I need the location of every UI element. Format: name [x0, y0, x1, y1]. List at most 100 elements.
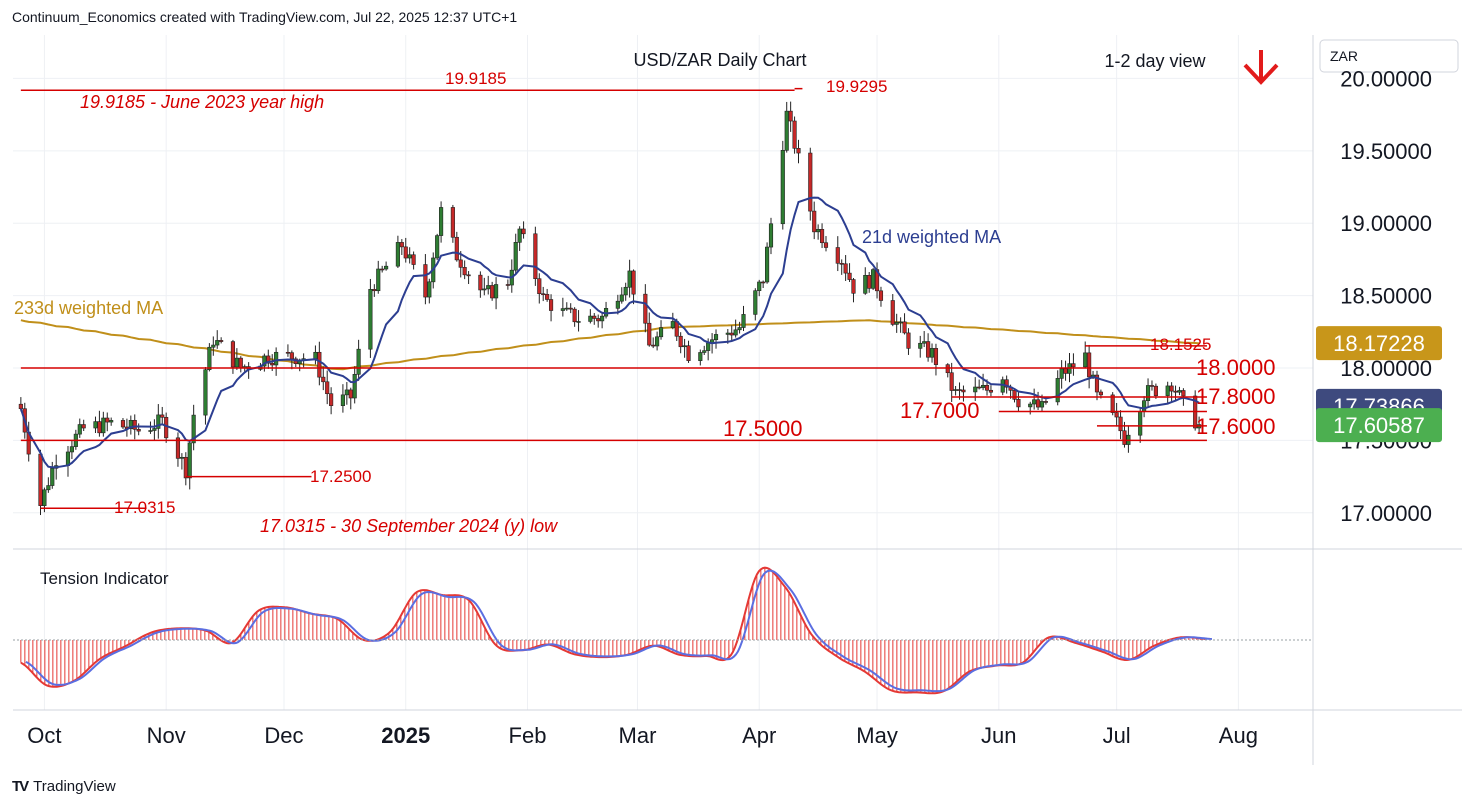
- candle-body: [395, 242, 400, 267]
- level-label: 17.8000: [1196, 384, 1276, 409]
- candle-body: [521, 228, 526, 235]
- candle-body: [792, 120, 797, 149]
- candle-body: [120, 420, 126, 428]
- candle-body: [458, 259, 463, 268]
- candle-body: [1028, 403, 1033, 408]
- candle-body: [77, 424, 82, 435]
- candle-body: [871, 269, 876, 289]
- candle-body: [486, 285, 491, 290]
- candle-body: [918, 342, 923, 349]
- annotation-text: 17.0315 - 30 September 2024 (y) low: [260, 516, 558, 536]
- candle-body: [230, 341, 236, 368]
- level-label: 17.2500: [310, 467, 371, 486]
- candle-body: [835, 247, 840, 264]
- candle-body: [686, 345, 691, 361]
- candle-body: [765, 246, 770, 283]
- candle-body: [128, 419, 133, 429]
- candle-body: [50, 468, 55, 486]
- candle-body: [490, 285, 495, 299]
- candle-body: [867, 275, 872, 289]
- currency-box: [1319, 39, 1459, 73]
- candle-body: [376, 268, 381, 292]
- candle-body: [643, 293, 648, 324]
- candle-body: [725, 332, 730, 335]
- candle-body: [592, 315, 597, 319]
- candle-body: [136, 429, 141, 432]
- candle-body: [81, 424, 86, 429]
- candle-body: [329, 393, 334, 406]
- tradingview-brand[interactable]: TV TradingView: [12, 778, 116, 795]
- candle-body: [101, 417, 106, 434]
- candle-body: [313, 351, 318, 359]
- candle-body: [757, 281, 762, 291]
- candle-body: [863, 275, 868, 294]
- candle-body: [403, 246, 408, 259]
- candle-body: [619, 294, 624, 302]
- candle-body: [380, 268, 385, 271]
- tradingview-logo-icon: TV: [12, 778, 29, 795]
- candle-body: [289, 352, 294, 360]
- level-label: 17.7000: [900, 398, 980, 423]
- candle-body: [156, 414, 161, 429]
- candle-body: [427, 281, 432, 298]
- candle-body: [651, 344, 656, 347]
- candle-body: [513, 242, 518, 271]
- x-tick-label: Aug: [1219, 723, 1258, 748]
- candle-body: [462, 267, 467, 276]
- candle-body: [105, 417, 110, 423]
- candle-body: [761, 281, 766, 284]
- candle-body: [949, 372, 954, 391]
- candle-body: [894, 322, 899, 325]
- candle-body: [1177, 390, 1182, 393]
- candle-body: [702, 350, 707, 353]
- y-tick-label: 20.00000: [1340, 66, 1432, 91]
- candle-body: [737, 327, 742, 331]
- candle-body: [1032, 399, 1037, 405]
- candle-body: [191, 414, 196, 444]
- candle-body: [1165, 385, 1170, 396]
- candle-body: [183, 456, 188, 479]
- x-tick-label: 2025: [381, 723, 430, 748]
- candle-body: [317, 351, 322, 378]
- chart-title: USD/ZAR Daily Chart: [633, 50, 806, 70]
- candle-body: [788, 110, 793, 122]
- price-badge: [1316, 326, 1442, 361]
- candle-body: [713, 334, 719, 341]
- candle-body: [175, 437, 181, 459]
- candle-body: [615, 300, 620, 309]
- candle-body: [1036, 399, 1041, 408]
- candle-body: [1173, 390, 1178, 393]
- candle-body: [1098, 391, 1103, 396]
- y-tick-label: 17.00000: [1340, 501, 1432, 526]
- candles: [18, 101, 1202, 516]
- level-label: 19.9295: [826, 77, 887, 96]
- y-tick-label: 18.50000: [1340, 284, 1432, 309]
- candle-body: [152, 428, 157, 431]
- candle-body: [1138, 411, 1143, 436]
- currency-label: ZAR: [1330, 48, 1358, 64]
- candle-body: [478, 274, 483, 291]
- level-lines: [20, 87, 1207, 509]
- candle-body: [823, 242, 829, 248]
- x-tick-label: Mar: [619, 723, 657, 748]
- tension-line-blue: [25, 569, 1212, 693]
- candle-body: [808, 152, 813, 212]
- candle-body: [926, 341, 931, 358]
- candle-body: [238, 357, 243, 369]
- candle-body: [847, 272, 852, 280]
- candle-body: [1153, 385, 1158, 396]
- brand-name: TradingView: [33, 778, 116, 795]
- candle-body: [1110, 394, 1115, 413]
- candle-body: [1145, 385, 1151, 401]
- annotation-text: 19.9185 - June 2023 year high: [80, 92, 324, 112]
- candle-body: [46, 485, 51, 491]
- price-badge-label: 18.17228: [1333, 331, 1425, 356]
- candle-body: [1004, 379, 1009, 388]
- annotation-text: 21d weighted MA: [862, 227, 1001, 247]
- candle-body: [93, 421, 98, 429]
- level-label: 18.1525: [1150, 335, 1211, 354]
- candle-body: [450, 207, 455, 238]
- candle-body: [816, 229, 821, 233]
- x-tick-label: Oct: [27, 723, 61, 748]
